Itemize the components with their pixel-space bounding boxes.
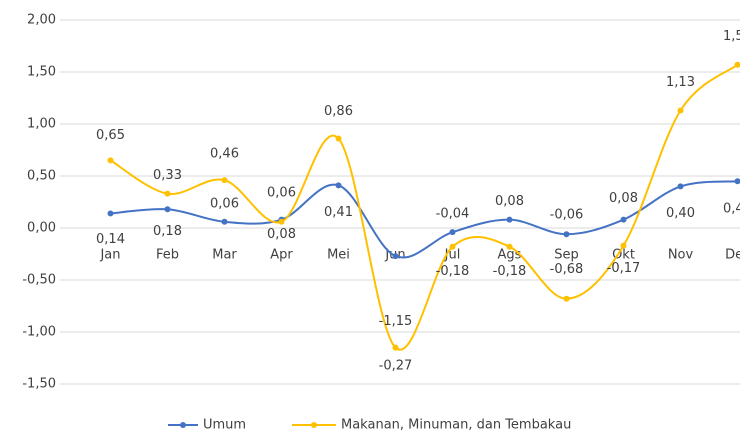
data-label: 0,40 [666, 206, 695, 221]
point [677, 107, 684, 114]
y-tick-label: 1,00 [27, 117, 56, 132]
x-tick-label: Mei [327, 248, 350, 263]
data-label: -0,06 [550, 208, 584, 223]
point [164, 190, 171, 197]
point [221, 218, 228, 225]
data-label: 0,45 [723, 202, 740, 217]
legend-label: Umum [203, 418, 246, 433]
y-tick-label: -0,50 [22, 273, 56, 288]
point [392, 344, 399, 351]
legend-label: Makanan, Minuman, dan Tembakau [341, 418, 571, 433]
data-label: -0,17 [607, 261, 641, 276]
x-tick-label: Nov [668, 248, 694, 263]
data-label: 0,14 [96, 232, 125, 247]
point [278, 218, 285, 225]
data-label: -1,15 [379, 314, 413, 329]
y-tick-label: -1,00 [22, 325, 56, 340]
data-label: 1,57 [723, 29, 740, 44]
data-label: -0,27 [379, 359, 413, 374]
point [563, 231, 570, 238]
x-tick-label: Apr [270, 248, 293, 263]
point [449, 243, 456, 250]
data-label: -0,04 [436, 207, 470, 222]
x-tick-label: Feb [156, 248, 179, 263]
point [392, 253, 399, 260]
point [107, 210, 114, 217]
y-tick-label: 0,50 [27, 169, 56, 184]
data-label: 0,08 [267, 227, 296, 242]
legend-marker [311, 422, 317, 428]
data-label: -0,68 [550, 262, 584, 277]
x-tick-label: Okt [612, 248, 635, 263]
x-tick-label: Des [725, 248, 740, 263]
data-label: 0,08 [609, 191, 638, 206]
point [506, 216, 513, 223]
point [677, 183, 684, 190]
point [620, 216, 627, 223]
series-line [109, 63, 739, 351]
point [734, 61, 740, 68]
point [563, 295, 570, 302]
series-line [110, 180, 738, 259]
data-label: 0,08 [495, 194, 524, 209]
data-label: 0,06 [267, 185, 296, 200]
data-label: 0,86 [324, 104, 353, 119]
data-label: 0,18 [153, 224, 182, 239]
y-tick-label: -1,50 [22, 377, 56, 392]
point [734, 178, 740, 185]
x-tick-label: Ags [498, 248, 522, 263]
point [506, 243, 513, 250]
point [221, 177, 228, 184]
x-tick-label: Jan [99, 248, 120, 263]
data-label: -0,18 [436, 264, 470, 279]
point [449, 229, 456, 236]
data-label: -0,18 [493, 264, 527, 279]
legend-marker [180, 422, 186, 428]
y-tick-label: 2,00 [27, 13, 56, 28]
x-tick-label: Mar [212, 248, 237, 263]
data-label: 0,46 [210, 147, 239, 162]
data-label: 1,13 [666, 75, 695, 90]
point [107, 157, 114, 164]
x-tick-label: Sep [554, 248, 579, 263]
point [164, 206, 171, 213]
data-label: 0,65 [96, 128, 125, 143]
data-label: 0,06 [210, 196, 239, 211]
y-tick-label: 0,00 [27, 221, 56, 236]
point [335, 182, 342, 189]
point [335, 135, 342, 142]
y-tick-label: 1,50 [27, 65, 56, 80]
data-label: 0,41 [324, 205, 353, 220]
data-label: 0,33 [153, 168, 182, 183]
point [620, 242, 627, 249]
